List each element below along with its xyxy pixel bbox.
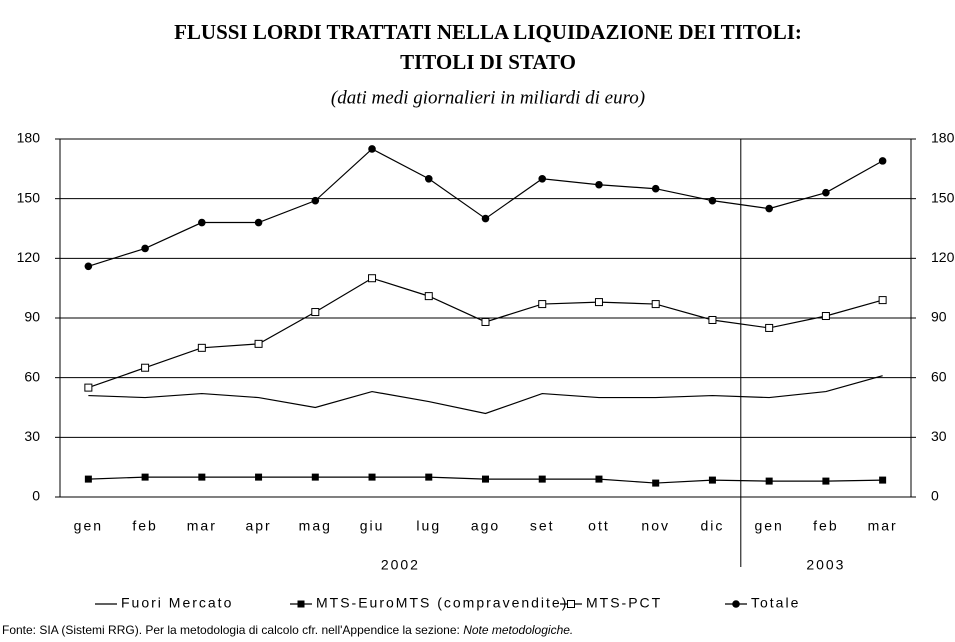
point	[311, 473, 319, 481]
point	[254, 339, 263, 348]
point	[878, 296, 887, 305]
point	[254, 218, 263, 227]
point	[198, 218, 206, 227]
chart-title: TITOLI DI STATO	[400, 50, 576, 74]
point	[652, 479, 660, 487]
y-tick-label: 150	[17, 189, 41, 205]
legend-label: MTS-PCT	[586, 595, 662, 611]
point	[822, 188, 830, 197]
point	[651, 184, 660, 193]
point	[84, 383, 93, 392]
x-tick-label: mar	[187, 518, 217, 534]
x-tick-label: feb	[132, 518, 157, 534]
point	[481, 214, 490, 223]
year-label: 2003	[806, 557, 845, 573]
point	[765, 477, 773, 485]
y-tick-label: 60	[24, 368, 40, 384]
x-tick-label: ott	[588, 518, 610, 534]
point	[424, 292, 433, 301]
point	[708, 196, 717, 205]
x-tick-label: mag	[299, 518, 332, 534]
x-tick-label: gen	[74, 518, 103, 534]
point	[311, 196, 320, 205]
point	[595, 475, 603, 483]
point	[368, 145, 376, 153]
series-line	[88, 148, 883, 267]
y-tick-label: 90	[24, 309, 40, 325]
chart-subtitle: (dati medi giornalieri in miliardi di eu…	[331, 87, 645, 108]
legend-label: MTS-EuroMTS (compravendite)	[316, 595, 568, 611]
point	[84, 475, 92, 483]
legend-marker	[567, 600, 575, 608]
y2-tick-label: 90	[931, 309, 947, 325]
legend-label: Fuori Mercato	[121, 595, 233, 611]
point	[141, 244, 149, 253]
point	[481, 317, 490, 326]
point	[197, 343, 206, 352]
series-line	[88, 375, 883, 415]
point	[198, 473, 206, 481]
point	[878, 157, 887, 165]
point	[141, 363, 150, 372]
y2-tick-label: 0	[931, 488, 939, 504]
x-tick-label: dic	[700, 518, 724, 534]
year-label: 2002	[381, 557, 420, 573]
point	[822, 477, 830, 485]
x-tick-label: gen	[754, 518, 783, 534]
x-tick-label: feb	[813, 518, 838, 534]
point	[594, 298, 603, 307]
source-note: Note metodologiche.	[463, 623, 573, 637]
y2-tick-label: 30	[931, 428, 947, 444]
y2-tick-label: 60	[931, 368, 947, 384]
y-tick-label: 30	[24, 428, 40, 444]
point	[708, 476, 716, 484]
y2-tick-label: 150	[931, 189, 955, 205]
legend-label: Totale	[751, 595, 800, 611]
point	[595, 180, 603, 189]
point	[482, 475, 489, 483]
point	[651, 300, 660, 309]
source-text: Fonte: SIA (Sistemi RRG). Per la metodol…	[2, 623, 463, 637]
x-tick-label: giu	[360, 518, 385, 534]
point	[765, 204, 773, 213]
point	[538, 475, 546, 483]
point	[879, 476, 887, 484]
y2-tick-label: 120	[931, 249, 955, 265]
point	[141, 473, 149, 481]
legend-marker	[732, 600, 740, 608]
y-tick-label: 180	[17, 130, 41, 146]
point	[425, 473, 433, 481]
point	[424, 174, 433, 183]
chart-title: FLUSSI LORDI TRATTATI NELLA LIQUIDAZIONE…	[174, 20, 802, 44]
x-tick-label: lug	[416, 518, 441, 534]
point	[708, 315, 717, 324]
x-tick-label: set	[530, 518, 555, 534]
legend-marker	[297, 600, 305, 608]
x-tick-label: ago	[471, 518, 500, 534]
point	[84, 262, 93, 271]
point	[821, 312, 830, 321]
point	[368, 274, 377, 283]
point	[538, 174, 547, 183]
point	[368, 473, 376, 481]
point	[538, 300, 547, 309]
point	[765, 323, 774, 332]
y2-tick-label: 180	[931, 130, 955, 146]
x-tick-label: nov	[641, 518, 670, 534]
x-tick-label: apr	[245, 518, 271, 534]
point	[311, 308, 320, 317]
y-tick-label: 0	[32, 488, 40, 504]
x-tick-label: mar	[868, 518, 898, 534]
y-tick-label: 120	[17, 249, 41, 265]
point	[255, 473, 263, 481]
series-line	[88, 277, 883, 389]
source: Fonte: SIA (Sistemi RRG). Per la metodol…	[2, 623, 573, 637]
